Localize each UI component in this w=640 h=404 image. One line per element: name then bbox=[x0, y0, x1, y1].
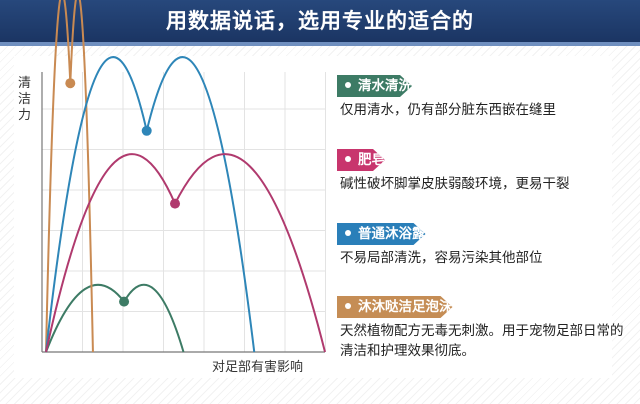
y-axis-label: 清洁力 bbox=[18, 76, 32, 123]
page-title: 用数据说话，选用专业的适合的 bbox=[166, 9, 474, 33]
chart-curves bbox=[45, 0, 326, 353]
legend-desc-foam: 天然植物配方无毒无刺激。用于宠物足部日常的清洁和护理效果彻底。 bbox=[340, 323, 624, 359]
series-peak-point-0 bbox=[119, 296, 130, 307]
legend-label: 清水清洗 bbox=[358, 78, 412, 94]
legend-desc-soap: 碱性破坏脚掌皮肤弱酸环境，更易干裂 bbox=[340, 176, 570, 192]
legend-tag-water: 清水清洗 bbox=[337, 75, 412, 97]
bullet-icon bbox=[345, 230, 351, 236]
content-panel bbox=[14, 56, 612, 378]
legend-label: 普通沐浴露 bbox=[358, 226, 426, 242]
x-axis-label: 对足部有害影响 bbox=[212, 360, 304, 375]
legend-tag-bodywash: 普通沐浴露 bbox=[337, 223, 426, 245]
series-line-2 bbox=[45, 56, 256, 353]
series-line-0 bbox=[45, 283, 185, 353]
bullet-icon bbox=[345, 303, 351, 309]
series-peak-point-2 bbox=[141, 125, 152, 136]
legend-tag-foam: 沐沐哒洁足泡沫 bbox=[337, 296, 453, 318]
bullet-icon bbox=[345, 82, 351, 88]
legend-desc-water: 仅用清水，仍有部分脏东西嵌在缝里 bbox=[340, 102, 556, 118]
legend-desc-bodywash: 不易局部清洗，容易污染其他部位 bbox=[340, 250, 543, 266]
bullet-icon bbox=[345, 156, 351, 162]
series-peak-point-1 bbox=[65, 78, 76, 89]
legend-label: 沐沐哒洁足泡沫 bbox=[358, 299, 453, 315]
legend-tag-soap: 肥皂 bbox=[337, 149, 385, 171]
series-peak-point-3 bbox=[170, 198, 181, 209]
title-banner bbox=[0, 0, 640, 42]
legend-label: 肥皂 bbox=[358, 152, 385, 168]
banner-underline bbox=[0, 42, 640, 46]
